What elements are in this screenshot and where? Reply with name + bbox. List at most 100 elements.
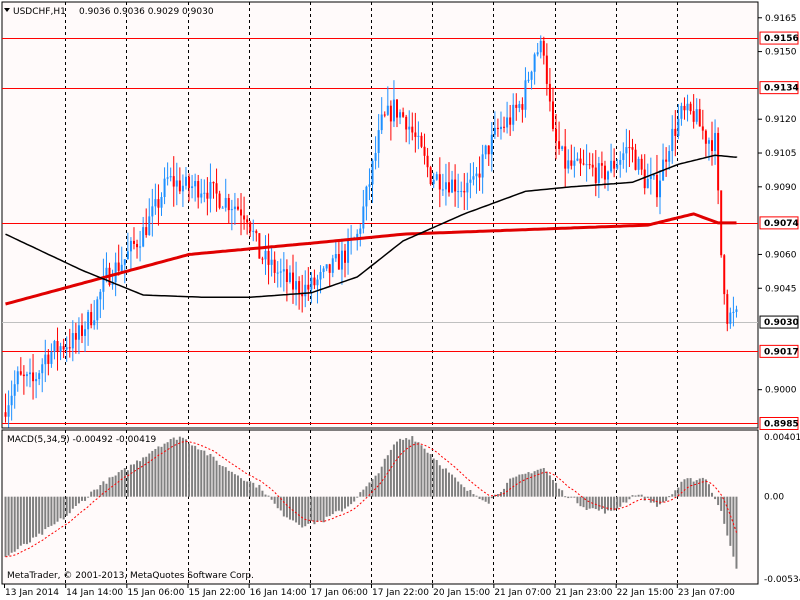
candle-body [726,294,729,324]
time-tick-label: 16 Jan 14:00 [250,588,307,598]
macd-bar [62,496,65,520]
candle-body [634,149,637,170]
macd-bar [720,496,723,511]
candle-body [711,140,714,152]
macd-bar [665,496,668,502]
candle-body [282,269,285,272]
candle-body [659,180,662,198]
price-axis: 0.9165 0.9150 0.9120 0.9105 0.9090 0.9060 0.90… [758,14,797,396]
candle-body [558,141,561,149]
macd-bar [503,488,506,497]
macd-bar [405,438,408,497]
macd-bar [175,439,178,497]
macd-axis: 0.00401 0.00 -0.00534 [764,433,800,585]
macd-bar [181,437,184,497]
candle-body [288,272,291,282]
macd-bar [463,487,466,497]
time-tick-label: 21 Jan 23:00 [556,588,613,598]
macd-bar [408,439,411,497]
candle-body [441,189,444,191]
macd-bar [132,464,135,497]
candle-body [640,158,643,170]
level-tag-box [759,216,799,230]
macd-bar [652,496,655,503]
macd-bar [77,496,80,504]
price-tick-label: 0.9045 [765,284,797,294]
macd-tick-label: -0.00534 [764,575,800,585]
candle-body [698,109,701,127]
candle-body [444,182,447,190]
macd-bar [536,469,539,497]
candle-body [506,117,509,128]
candle-body [233,206,236,210]
candle-body [692,111,695,122]
macd-bar [47,496,50,528]
macd-bar [493,494,496,497]
macd-bar [191,445,194,497]
macd-bar [735,496,738,569]
macd-bar [68,496,71,514]
candle-body [334,254,337,259]
macd-bar [50,496,53,526]
candle-body [344,250,347,263]
macd-bar [142,457,145,497]
macd-bar [558,488,561,497]
candle-body [328,264,331,273]
macd-bar [518,474,521,497]
macd-bar [570,496,573,498]
macd-bar [154,448,157,497]
candle-body [249,222,252,232]
macd-bar [22,496,25,544]
candle-body [240,209,243,216]
macd-bar [197,449,200,497]
candle-body [542,40,545,56]
macd-bar [386,455,389,497]
candle-body [313,277,316,286]
candle-body [686,103,689,111]
candle-body [408,126,411,130]
time-tick-label: 15 Jan 06:00 [127,588,184,598]
level-tag: 0.9134 [764,84,799,94]
macd-bar [151,450,154,497]
candle-body [377,130,380,153]
candle-body [273,259,276,273]
macd-bar [521,474,524,497]
macd-bar [258,484,261,497]
macd-bar [533,471,536,497]
grid-lines [65,2,678,584]
macd-pane[interactable] [1,429,759,585]
candle-body [22,374,25,377]
candle-body [545,55,548,84]
candle-body [732,311,735,313]
macd-bar [19,496,22,546]
macd-bar [371,479,374,497]
macd-bar [469,489,472,497]
price-pane[interactable] [1,1,759,429]
candle-body [512,104,515,125]
candle-body [567,160,570,169]
candle-body [475,173,478,177]
candle-body [301,293,304,297]
macd-bar [96,489,99,497]
macd-bar [99,485,102,497]
dropdown-triangle-icon[interactable] [4,8,10,12]
candle-body [96,299,99,321]
candle-body [270,259,273,265]
macd-bar [631,495,634,497]
candle-body [619,160,622,165]
macd-bar [625,496,628,503]
candle-body [172,176,175,187]
candle-body [429,167,432,185]
candle-body [102,276,105,292]
candle-body [530,71,533,80]
candle-body [32,372,35,382]
ma-slow-line [5,154,738,299]
candle-body [616,164,619,169]
candle-body [99,291,102,300]
macd-bar [160,446,163,497]
macd-bar [472,494,475,497]
current-price-tag: 0.9030 [764,318,799,328]
candle-body [169,176,172,178]
candle-body [68,347,71,349]
